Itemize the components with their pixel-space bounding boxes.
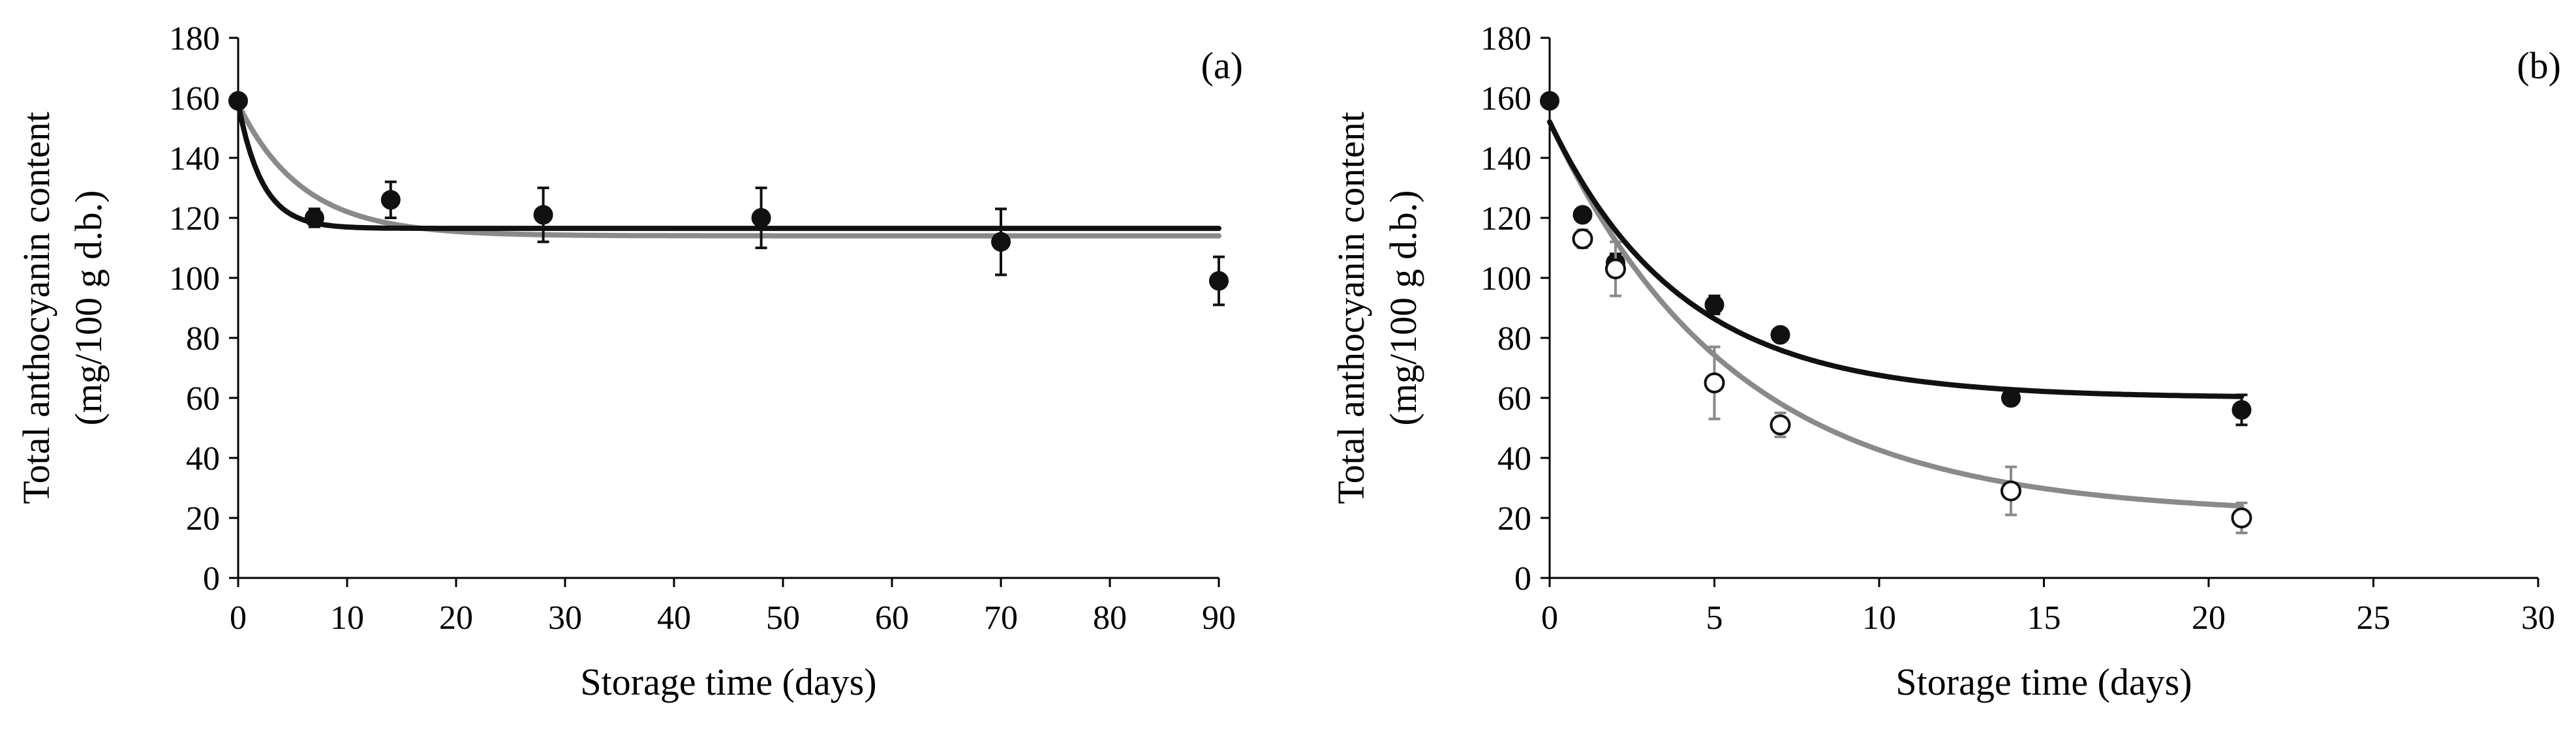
y-tick-label: 140 — [1480, 140, 1531, 177]
y-axis-title-line2: (mg/100 g d.b.) — [1382, 190, 1424, 426]
x-tick-label: 20 — [439, 599, 473, 637]
x-tick-label: 40 — [657, 599, 691, 637]
y-tick-label: 80 — [1497, 320, 1531, 357]
x-axis-title: Storage time (days) — [1895, 661, 2192, 703]
y-tick-label: 80 — [186, 320, 220, 357]
data-point-open — [1770, 414, 1791, 436]
y-tick-label: 180 — [1480, 20, 1531, 57]
y-tick-label: 180 — [169, 20, 220, 57]
y-axis-title-line1: Total anthocyanin content — [15, 112, 57, 504]
y-tick-label: 20 — [1497, 500, 1531, 537]
y-tick-label: 40 — [186, 440, 220, 477]
y-tick-label: 20 — [186, 500, 220, 537]
data-point-open — [2231, 507, 2252, 528]
data-point-filled — [1209, 271, 1229, 291]
x-tick-label: 15 — [2027, 599, 2061, 637]
y-tick-label: 160 — [1480, 80, 1531, 117]
y-tick-label: 60 — [186, 380, 220, 417]
fit-curve-black — [236, 101, 1221, 232]
data-point-filled — [991, 232, 1011, 252]
y-tick-label: 100 — [1480, 260, 1531, 297]
y-tick-label: 0 — [203, 560, 220, 597]
data-point-filled — [2231, 400, 2252, 420]
data-point-filled — [1572, 205, 1593, 225]
y-axis-title-line1: Total anthocyanin content — [1330, 112, 1372, 504]
y-tick-label: 100 — [169, 260, 220, 297]
y-tick-label: 60 — [1497, 380, 1531, 417]
data-point-filled — [228, 91, 248, 111]
data-point-filled — [533, 205, 553, 225]
fit-curve-gray — [1547, 119, 2245, 509]
data-point-open — [2001, 480, 2021, 502]
panel-label: (b) — [2517, 44, 2561, 87]
y-tick-label: 40 — [1497, 440, 1531, 477]
y-axis-title-line2: (mg/100 g d.b.) — [67, 190, 110, 426]
chart-panel-b: 0 20 40 60 80 100 120 140 160 180 0 5 10 15 20 25 30 Tota… — [1330, 20, 2561, 703]
x-tick-label: 60 — [875, 599, 909, 637]
x-tick-label: 50 — [766, 599, 800, 637]
data-point-open — [1704, 372, 1725, 393]
y-tick-label: 140 — [169, 140, 220, 177]
x-tick-label: 10 — [330, 599, 364, 637]
x-tick-label: 20 — [2192, 599, 2226, 637]
panel-label: (a) — [1201, 44, 1243, 87]
x-tick-label: 5 — [1706, 599, 1723, 637]
data-point-filled — [1704, 295, 1725, 315]
data-point-filled — [2001, 388, 2021, 408]
x-tick-label: 0 — [230, 599, 247, 637]
chart-panel-a: 0 20 40 60 80 100 120 140 160 180 0 10 20 30 40 50 60 70 8… — [15, 20, 1243, 703]
fit-curve-gray — [236, 101, 1221, 239]
data-point-filled — [1770, 325, 1790, 345]
x-tick-label: 90 — [1202, 599, 1236, 637]
data-point-filled — [1540, 91, 1559, 111]
data-point-filled — [751, 208, 771, 228]
x-tick-label: 30 — [2521, 599, 2555, 637]
y-tick-label: 120 — [1480, 200, 1531, 237]
data-point-filled — [380, 190, 401, 210]
x-tick-label: 0 — [1541, 599, 1558, 637]
data-point-filled — [304, 208, 324, 228]
y-tick-label: 0 — [1514, 560, 1531, 597]
x-tick-label: 80 — [1093, 599, 1127, 637]
data-point-open — [1572, 228, 1593, 250]
data-point-open — [1605, 258, 1626, 280]
fit-curve-black — [1547, 119, 2245, 399]
x-tick-label: 25 — [2357, 599, 2391, 637]
x-tick-label: 70 — [984, 599, 1018, 637]
x-tick-label: 30 — [548, 599, 582, 637]
y-tick-label: 120 — [169, 200, 220, 237]
x-tick-label: 10 — [1862, 599, 1896, 637]
x-axis-title: Storage time (days) — [580, 661, 876, 703]
y-tick-label: 160 — [169, 80, 220, 117]
